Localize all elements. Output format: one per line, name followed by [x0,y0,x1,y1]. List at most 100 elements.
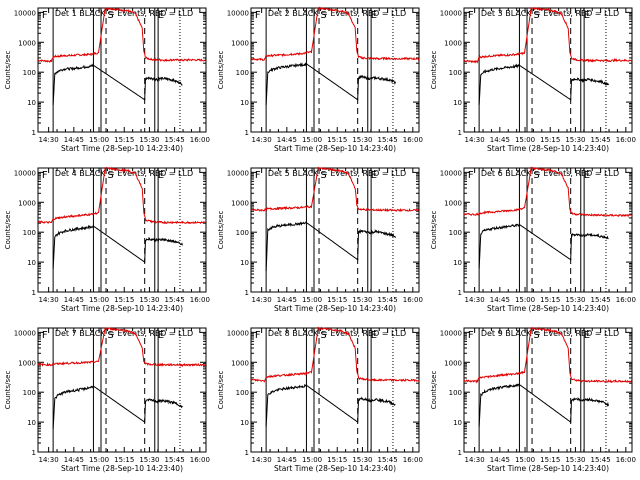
panel-title: Det 1 BLACK = Events, RED = LLD [55,9,193,18]
black-events-series [52,385,183,429]
plot-frame [37,167,207,293]
y-axis-label: Counts/sec [430,51,438,90]
black-events-series [478,383,609,427]
x-tick-label: 16:00 [616,296,636,304]
x-tick-label: 14:45 [277,456,297,464]
black-events-series [52,63,183,106]
y-tick-label: 1000 [231,359,249,367]
marker-label-f: F [42,330,48,341]
y-tick-label: 1 [32,449,36,457]
black-events-series [265,62,396,106]
y-tick-label: 1 [458,449,462,457]
panel-det-6: F S E 1 10 100 1000 10000 14:30 14:45 15:00 15:15 15… [430,166,636,313]
y-tick-label: 1000 [18,39,36,47]
y-tick-label: 1 [245,289,249,297]
y-tick-label: 1000 [444,39,462,47]
marker-label-f: F [468,170,474,181]
y-tick-label: 100 [449,389,462,397]
x-tick-label: 15:45 [378,296,398,304]
x-tick-label: 15:15 [540,296,560,304]
y-tick-label: 10 [27,259,36,267]
black-events-series [265,219,396,272]
x-axis-label: Start Time (28-Sep-10 14:23:40) [61,304,183,313]
x-tick-label: 15:30 [352,456,372,464]
y-tick-label: 10 [453,419,462,427]
x-tick-label: 15:30 [565,296,585,304]
plot-frame [463,7,633,133]
x-tick-label: 14:30 [465,136,485,144]
x-tick-label: 15:30 [139,456,159,464]
x-tick-label: 15:30 [139,136,159,144]
plot-frame [250,7,420,133]
x-tick-label: 15:00 [89,456,109,464]
marker-label-e: E [158,10,164,21]
red-lld-series [463,326,633,384]
y-tick-label: 10000 [14,329,36,337]
x-tick-label: 15:00 [515,136,535,144]
marker-label-s: S [533,10,539,21]
x-tick-label: 16:00 [403,136,423,144]
x-tick-label: 15:30 [565,136,585,144]
red-lld-series [250,326,420,383]
panel-title: Det 8 BLACK = Events, RED = LLD [268,329,406,338]
y-tick-label: 10000 [227,9,249,17]
marker-label-s: S [320,10,326,21]
y-tick-label: 100 [449,229,462,237]
panel-det-1: F S E 1 10 100 1000 10000 14:30 14:45 15:00 15:15 15… [4,7,210,153]
x-axis-label: Start Time (28-Sep-10 14:23:40) [487,144,609,153]
x-tick-label: 14:45 [490,136,510,144]
y-tick-label: 1000 [231,199,249,207]
y-tick-label: 100 [23,389,36,397]
y-tick-label: 1 [32,289,36,297]
y-tick-label: 10000 [440,9,462,17]
y-tick-label: 100 [23,69,36,77]
plot-frame [463,327,633,453]
black-events-series [52,224,183,269]
x-tick-label: 15:00 [89,296,109,304]
panel-title: Det 3 BLACK = Events, RED = LLD [481,9,619,18]
x-tick-label: 15:45 [591,456,611,464]
y-axis-label: Counts/sec [217,371,225,410]
y-tick-label: 1 [32,129,36,137]
panel-title: Det 7 BLACK = Events, RED = LLD [55,329,193,338]
y-tick-label: 1000 [231,39,249,47]
y-tick-label: 100 [236,229,249,237]
x-tick-label: 15:15 [114,456,134,464]
x-tick-label: 15:00 [302,296,322,304]
marker-label-e: E [584,330,590,341]
marker-label-e: E [584,170,590,181]
marker-label-f: F [42,170,48,181]
y-tick-label: 1000 [18,199,36,207]
x-tick-label: 15:45 [591,296,611,304]
marker-label-s: S [107,330,113,341]
marker-label-f: F [255,170,261,181]
y-tick-label: 100 [449,69,462,77]
y-tick-label: 10000 [14,9,36,17]
marker-label-s: S [107,10,113,21]
red-lld-series [463,6,633,64]
panel-title: Det 2 BLACK = Events, RED = LLD [268,9,406,18]
y-tick-label: 10000 [14,169,36,177]
marker-label-s: S [533,330,539,341]
y-tick-label: 10 [27,419,36,427]
y-tick-label: 100 [236,389,249,397]
y-tick-label: 10000 [227,329,249,337]
panel-det-7: F S E 1 10 100 1000 10000 14:30 14:45 15:00 15:15 15… [4,326,210,473]
red-lld-series [250,166,420,213]
x-tick-label: 15:30 [565,456,585,464]
marker-label-f: F [468,10,474,21]
y-tick-label: 100 [23,229,36,237]
y-tick-label: 10000 [440,169,462,177]
marker-label-s: S [533,170,539,181]
marker-label-s: S [107,170,113,181]
x-axis-label: Start Time (28-Sep-10 14:23:40) [274,464,396,473]
x-tick-label: 15:45 [591,136,611,144]
x-tick-label: 15:00 [89,136,109,144]
marker-label-e: E [371,330,377,341]
x-tick-label: 14:45 [64,456,84,464]
x-tick-label: 14:30 [252,136,272,144]
panel-det-4: F S E 1 10 100 1000 10000 14:30 14:45 15:00 15:15 15… [4,166,210,313]
y-axis-label: Counts/sec [217,211,225,250]
y-tick-label: 1000 [444,199,462,207]
x-tick-label: 14:45 [64,296,84,304]
